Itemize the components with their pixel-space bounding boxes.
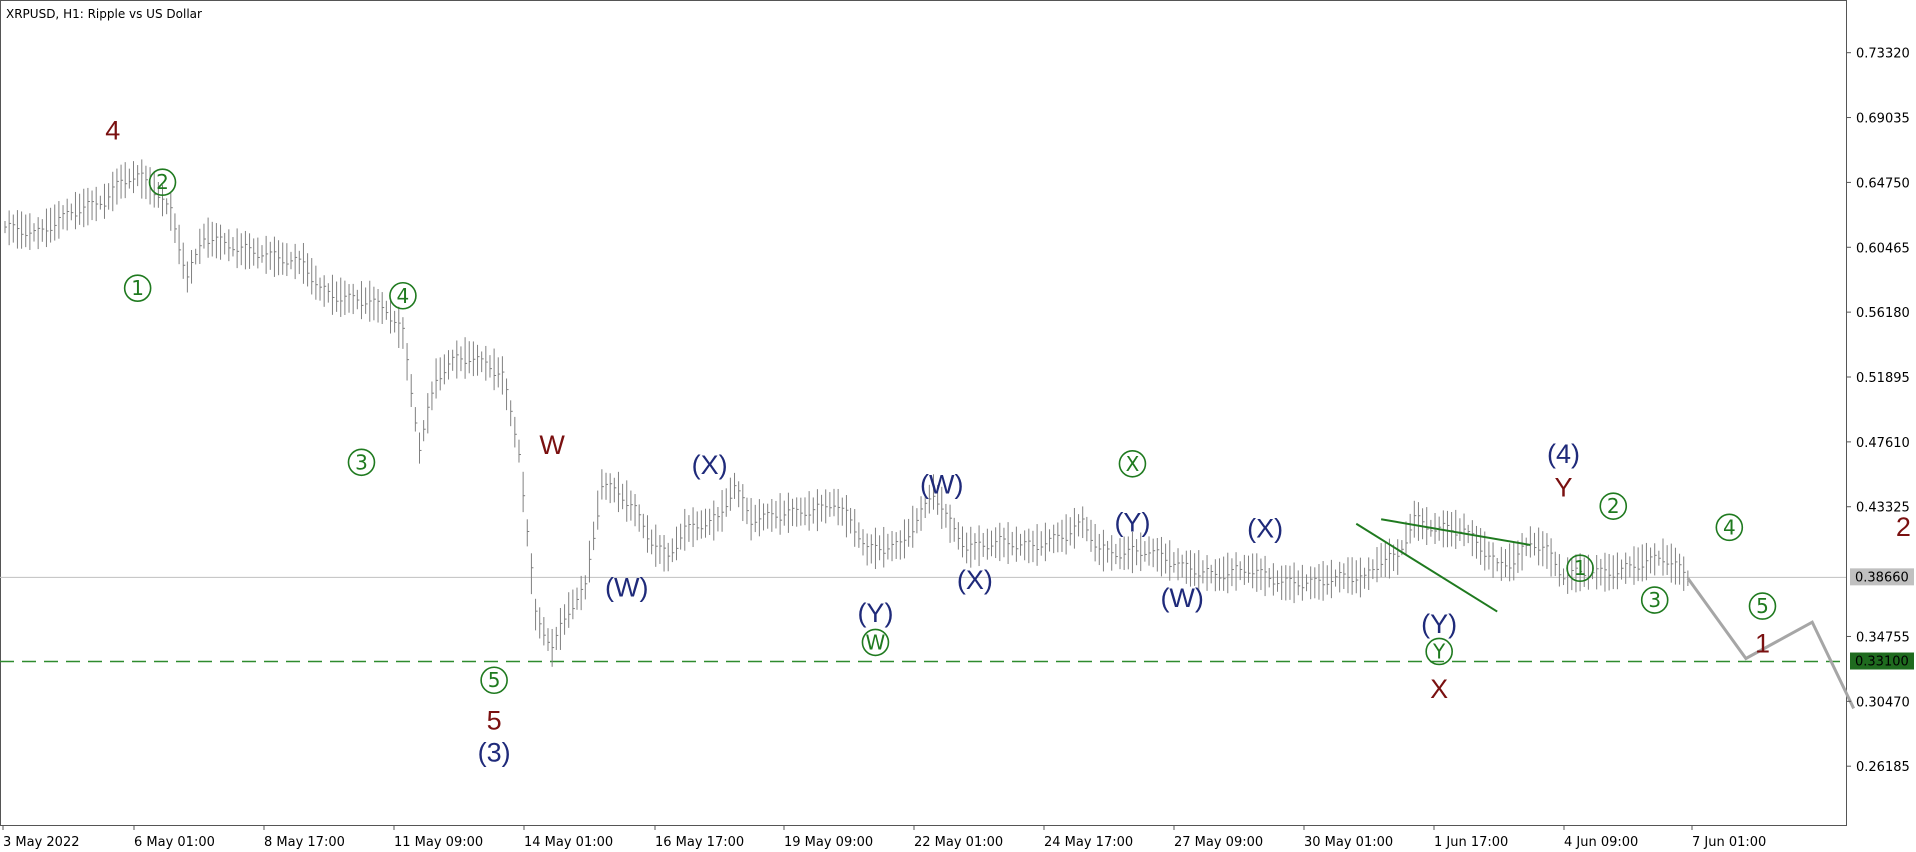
y-tick-label: 0.64750 bbox=[1856, 176, 1910, 191]
x-tick-label: 22 May 01:00 bbox=[914, 835, 1003, 850]
wave-label-circle bbox=[1599, 492, 1628, 520]
wave-label-primary: 4 bbox=[105, 115, 120, 145]
y-tick-label: 0.43325 bbox=[1856, 501, 1910, 516]
current-price-label: 0.38660 bbox=[1855, 570, 1909, 585]
y-tick-label: 0.26185 bbox=[1856, 760, 1910, 775]
wave-label-circle bbox=[1715, 513, 1744, 542]
wave-label-circle bbox=[123, 274, 152, 302]
x-tick-label: 1 Jun 17:00 bbox=[1434, 835, 1508, 850]
wave-label-circle bbox=[861, 628, 890, 657]
trendline bbox=[1355, 522, 1498, 613]
y-tick-label: 0.73320 bbox=[1856, 47, 1910, 62]
support-price-label: 0.33100 bbox=[1855, 655, 1909, 670]
forecast-path bbox=[1686, 577, 1856, 710]
x-tick-label: 8 May 17:00 bbox=[264, 835, 345, 850]
chart-title: XRPUSD, H1: Ripple vs US Dollar bbox=[6, 7, 202, 21]
wave-label-intermediate: (W) bbox=[605, 572, 648, 602]
wave-label-intermediate: (X) bbox=[692, 450, 728, 480]
price-axis: 0.73320 0.69035 0.64750 0.60465 0.56180 0.518… bbox=[1846, 47, 1914, 775]
wave-label-intermediate: (W) bbox=[1160, 583, 1203, 613]
x-tick-label: 19 May 09:00 bbox=[784, 835, 873, 850]
wave-label-minor: W bbox=[866, 630, 886, 654]
x-tick-label: 24 May 17:00 bbox=[1044, 835, 1133, 850]
plot-frame bbox=[0, 0, 1847, 826]
wave-label-intermediate: (W) bbox=[920, 469, 963, 499]
wave-label-minor: 4 bbox=[397, 284, 410, 308]
wave-label-intermediate: (4) bbox=[1547, 439, 1580, 469]
wave-label-primary: Y bbox=[1555, 473, 1573, 503]
wave-label-circle bbox=[347, 448, 376, 477]
y-tick-label: 0.34755 bbox=[1856, 630, 1910, 645]
trendline bbox=[1380, 518, 1531, 546]
wave-label-minor: 2 bbox=[1607, 494, 1620, 518]
wave-label-circle bbox=[1640, 586, 1669, 614]
wave-label-circle bbox=[1425, 637, 1453, 666]
y-tick-label: 0.51895 bbox=[1856, 371, 1910, 386]
x-tick-label: 14 May 01:00 bbox=[524, 835, 613, 850]
wave-label-primary: X bbox=[1430, 674, 1448, 704]
wave-label-primary: 5 bbox=[487, 706, 502, 736]
x-tick-label: 4 Jun 09:00 bbox=[1564, 835, 1638, 850]
wave-label-circle bbox=[389, 281, 417, 310]
wave-label-intermediate: (Y) bbox=[857, 598, 893, 628]
wave-label-minor: X bbox=[1126, 452, 1140, 476]
x-tick-label: 3 May 2022 bbox=[3, 835, 80, 850]
wave-label-minor: 3 bbox=[1648, 588, 1661, 612]
x-tick-label: 11 May 09:00 bbox=[394, 835, 483, 850]
y-tick-label: 0.56180 bbox=[1856, 306, 1910, 321]
y-tick-label: 0.30470 bbox=[1856, 695, 1910, 710]
wave-label-circle bbox=[1748, 592, 1777, 620]
wave-label-circle bbox=[1118, 449, 1147, 478]
x-tick-label: 6 May 01:00 bbox=[134, 835, 215, 850]
wave-label-minor: 3 bbox=[355, 450, 368, 474]
wedge-trendlines bbox=[1355, 518, 1531, 613]
wave-label-circle bbox=[148, 168, 177, 197]
price-bars bbox=[4, 159, 1690, 667]
wave-label-intermediate: (Y) bbox=[1114, 507, 1150, 537]
wave-label-primary: 2 bbox=[1896, 512, 1911, 542]
wave-label-minor: 1 bbox=[131, 276, 144, 300]
y-tick-label: 0.69035 bbox=[1856, 112, 1910, 127]
wave-label-minor: Y bbox=[1432, 639, 1446, 663]
wave-label-minor: 4 bbox=[1723, 515, 1736, 539]
x-tick-label: 7 Jun 01:00 bbox=[1692, 835, 1766, 850]
wave-label-intermediate: (X) bbox=[1247, 513, 1283, 543]
x-tick-label: 16 May 17:00 bbox=[655, 835, 744, 850]
wave-label-intermediate: (X) bbox=[957, 565, 993, 595]
y-tick-label: 0.60465 bbox=[1856, 241, 1910, 256]
wave-label-minor: 1 bbox=[1574, 556, 1587, 580]
wave-label-intermediate: (Y) bbox=[1421, 609, 1457, 639]
current-price-tag bbox=[1850, 568, 1914, 586]
wave-label-circle bbox=[480, 666, 508, 695]
support-price-tag bbox=[1850, 652, 1914, 670]
wave-label-primary: W bbox=[539, 430, 565, 460]
wave-label-intermediate: (3) bbox=[478, 737, 511, 767]
y-tick-label: 0.47610 bbox=[1856, 436, 1910, 451]
wave-label-minor: 5 bbox=[488, 668, 501, 692]
wave-label-primary: 1 bbox=[1755, 628, 1770, 658]
wave-label-minor: 5 bbox=[1756, 594, 1769, 618]
forecast-polyline bbox=[1686, 577, 1856, 710]
wave-label-minor: 2 bbox=[156, 170, 169, 194]
time-axis: 3 May 2022 6 May 01:00 8 May 17:00 11 May 0… bbox=[2, 825, 1766, 850]
x-tick-label: 30 May 01:00 bbox=[1304, 835, 1393, 850]
x-tick-label: 27 May 09:00 bbox=[1174, 835, 1263, 850]
wave-label-circle bbox=[1566, 554, 1594, 583]
